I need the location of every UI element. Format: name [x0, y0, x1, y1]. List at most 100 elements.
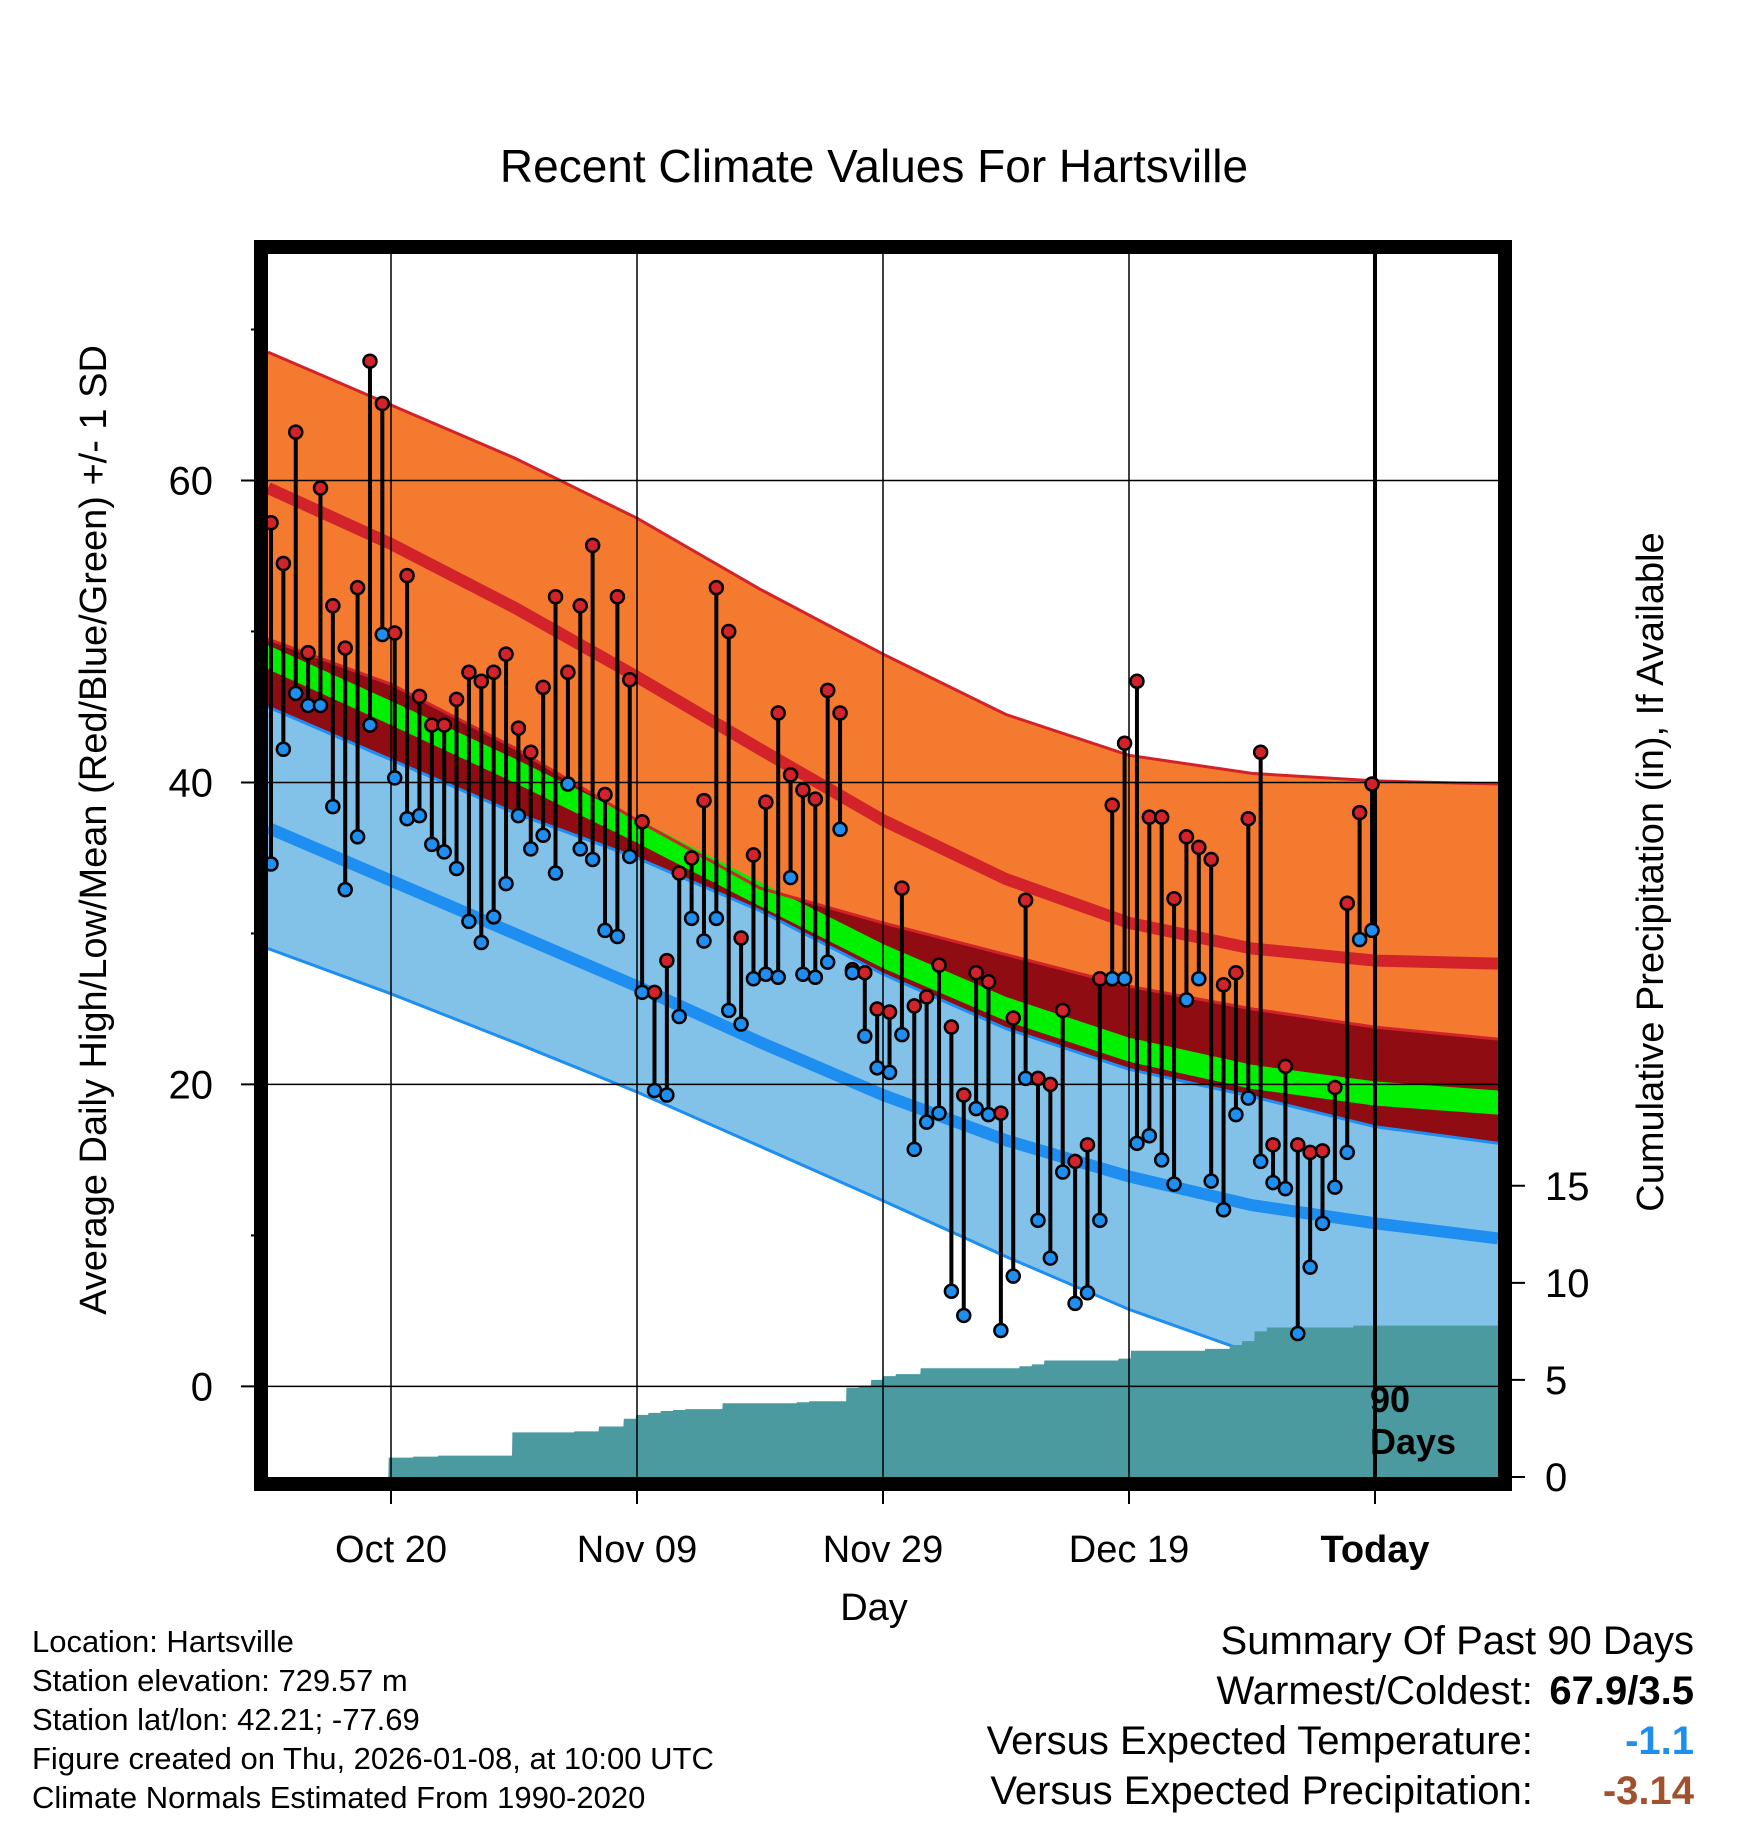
obs-high-point — [1030, 1070, 1046, 1087]
obs-high-point — [436, 717, 452, 733]
latlon-text: Station lat/lon: 42.21; -77.69 — [32, 1702, 420, 1737]
obs-high-point — [1067, 1153, 1083, 1170]
axes: 0 20 40 60 0 5 10 15 Oct 20 Nov 09 Nov 29 Dec 19 Tod… — [169, 328, 1590, 1571]
obs-low-point — [1166, 1176, 1182, 1192]
obs-low-point — [683, 910, 700, 927]
obs-high-point — [485, 664, 502, 680]
obs-low-point — [980, 1106, 997, 1123]
obs-low-point — [1104, 970, 1120, 987]
obs-high-point — [1203, 851, 1219, 868]
obs-high-point — [1017, 892, 1034, 908]
obs-low-point — [473, 934, 490, 951]
obs-low-point — [659, 1087, 675, 1103]
y2-tick-label: 5 — [1545, 1359, 1567, 1403]
obs-low-point — [386, 770, 403, 786]
obs-low-point — [708, 910, 725, 927]
obs-high-point — [968, 964, 984, 981]
y2-tick-label: 0 — [1545, 1456, 1567, 1500]
obs-high-point — [1351, 804, 1368, 821]
obs-high-point — [622, 672, 638, 688]
obs-low-point — [1005, 1268, 1021, 1284]
obs-low-point — [832, 821, 848, 838]
y2-axis-label: Cumulative Precipitation (in), If Availa… — [1630, 532, 1672, 1211]
obs-high-point — [424, 717, 440, 733]
obs-high-point — [411, 688, 428, 705]
obs-high-point — [325, 598, 341, 614]
obs-low-point — [597, 922, 613, 939]
obs-high-point — [659, 952, 675, 969]
obs-high-point — [473, 673, 490, 690]
y-tick-label: 40 — [169, 761, 214, 805]
obs-high-point — [881, 1004, 898, 1020]
obs-low-point — [510, 807, 527, 824]
plot-frame — [254, 240, 1512, 1491]
obs-low-point — [1314, 1215, 1331, 1232]
obs-high-point — [956, 1087, 972, 1103]
obs-high-point — [832, 705, 848, 721]
window-label-line2: Days — [1370, 1421, 1456, 1462]
obs-high-point — [1129, 673, 1145, 690]
obs-low-point — [560, 776, 576, 792]
obs-low-point — [795, 966, 811, 982]
obs-low-point — [1030, 1212, 1046, 1229]
obs-high-point — [337, 640, 353, 656]
obs-low-point — [881, 1064, 898, 1081]
obs-high-point — [696, 792, 712, 809]
obs-low-point — [857, 1028, 873, 1044]
precip-value: -3.14 — [1602, 1769, 1694, 1813]
obs-high-point — [795, 782, 811, 798]
obs-low-point — [770, 969, 786, 985]
obs-low-point — [498, 875, 514, 892]
obs-low-point — [1017, 1070, 1034, 1087]
obs-high-point — [1314, 1143, 1331, 1159]
obs-low-point — [399, 810, 415, 827]
station-info: Location: Hartsville Station elevation: … — [32, 1622, 714, 1817]
obs-low-point — [720, 1002, 737, 1019]
obs-high-point — [523, 744, 539, 761]
obs-low-point — [349, 829, 366, 845]
obs-low-point — [362, 717, 378, 733]
obs-low-point — [758, 966, 774, 982]
obs-low-point — [1277, 1180, 1294, 1197]
obs-high-point — [386, 625, 403, 641]
obs-high-point — [1215, 977, 1232, 993]
obs-high-point — [993, 1105, 1009, 1121]
obs-high-point — [918, 989, 935, 1005]
summary-temp-row: Versus Expected Temperature: -1.1 — [987, 1716, 1694, 1766]
obs-high-point — [931, 957, 947, 973]
obs-high-point — [1265, 1137, 1281, 1153]
obs-high-point — [448, 691, 465, 708]
obs-low-point — [968, 1100, 984, 1117]
obs-low-point — [1092, 1212, 1108, 1229]
obs-high-point — [782, 767, 799, 783]
obs-high-point — [1178, 829, 1195, 845]
obs-high-point — [770, 705, 786, 721]
obs-low-point — [1191, 970, 1207, 987]
obs-high-point — [943, 1019, 960, 1035]
obs-high-point — [708, 579, 725, 596]
window-label-line1: 90 — [1370, 1379, 1410, 1420]
obs-high-point — [1153, 809, 1170, 825]
obs-low-point — [782, 869, 799, 886]
obs-low-point — [609, 928, 626, 945]
obs-high-point — [1339, 895, 1356, 911]
precip-label: Versus Expected Precipitation: — [990, 1769, 1533, 1813]
obs-high-point — [287, 424, 304, 440]
overlap-band — [268, 639, 1498, 1144]
obs-low-point — [745, 970, 762, 987]
summary-precip-row: Versus Expected Precipitation: -3.14 — [987, 1766, 1694, 1816]
obs-low-point — [312, 697, 329, 714]
summary-warm-cold-row: Warmest/Coldest: 67.9/3.5 — [987, 1666, 1695, 1716]
y-tick-label: 60 — [169, 459, 214, 503]
obs-high-point — [857, 964, 873, 981]
obs-high-point — [349, 579, 366, 596]
obs-low-point — [424, 836, 440, 853]
obs-low-point — [696, 933, 712, 949]
y-tick-label: 0 — [191, 1365, 213, 1409]
location-text: Location: Hartsville — [32, 1624, 294, 1659]
obs-high-point — [1042, 1076, 1059, 1093]
created-text: Figure created on Thu, 2026-01-08, at 10… — [32, 1741, 714, 1776]
obs-high-point — [869, 1001, 885, 1017]
obs-low-point — [646, 1082, 663, 1099]
x-tick-label: Dec 19 — [1069, 1529, 1189, 1571]
